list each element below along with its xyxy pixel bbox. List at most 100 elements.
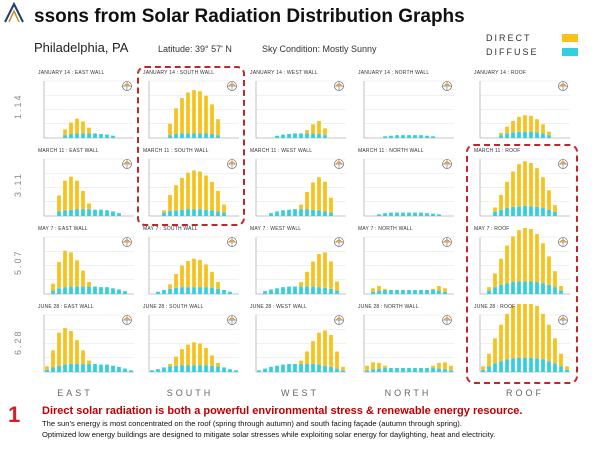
roof-highlight	[466, 144, 578, 384]
direct-bar	[499, 258, 503, 285]
diffuse-bar	[317, 364, 321, 372]
direct-bar	[168, 123, 172, 136]
diffuse-bar	[216, 366, 220, 372]
direct-bar	[75, 340, 79, 365]
diffuse-bar	[511, 132, 515, 138]
diffuse-bar	[204, 133, 208, 138]
direct-bar	[305, 351, 309, 365]
diffuse-bar	[99, 209, 103, 216]
direct-bar	[511, 171, 515, 207]
direct-bar	[535, 119, 539, 133]
diffuse-bar	[517, 281, 521, 294]
direct-bar	[443, 288, 447, 292]
panel-title: MAY 7 : EAST WALL	[38, 226, 88, 232]
diffuse-bar	[87, 286, 91, 294]
diffuse-bar	[299, 364, 303, 372]
sun-compass-icon	[442, 81, 452, 91]
panel-title: MARCH 11 : EAST WALL	[38, 148, 99, 154]
diffuse-bar	[269, 289, 273, 294]
diffuse-bar	[87, 364, 91, 372]
diffuse-bar	[389, 135, 393, 138]
direct-bar	[69, 330, 73, 365]
diffuse-bar	[371, 291, 375, 294]
direct-bar	[505, 313, 509, 360]
direct-bar	[299, 360, 303, 365]
direct-bar	[299, 204, 303, 210]
diffuse-bar	[234, 370, 238, 372]
diffuse-bar	[81, 133, 85, 138]
direct-bar	[449, 365, 453, 371]
diffuse-bar	[329, 366, 333, 372]
diffuse-bar	[323, 211, 327, 216]
diffuse-bar	[162, 367, 166, 372]
diffuse-bar	[481, 369, 485, 372]
direct-bar	[311, 341, 315, 365]
direct-bar	[547, 190, 551, 210]
direct-bar	[186, 260, 190, 288]
sun-compass-icon	[122, 315, 132, 325]
sun-compass-icon	[558, 315, 568, 325]
diffuse-bar	[535, 358, 539, 372]
row-label-may: 5.07	[13, 249, 23, 275]
diffuse-bar	[293, 364, 297, 372]
direct-bar	[162, 210, 166, 213]
diffuse-bar	[305, 364, 309, 372]
diffuse-bar	[517, 357, 521, 372]
direct-bar	[168, 194, 172, 211]
diffuse-bar	[559, 366, 563, 372]
diffuse-bar	[87, 209, 91, 216]
diffuse-bar	[93, 364, 97, 372]
direct-bar	[323, 128, 327, 136]
sun-compass-icon	[334, 81, 344, 91]
direct-bar	[75, 260, 79, 287]
direct-bar	[517, 116, 521, 132]
legend-diffuse-swatch	[562, 48, 578, 56]
chart-panel: MARCH 11 : WEST WALL	[248, 148, 350, 224]
direct-bar	[377, 286, 381, 291]
diffuse-bar	[505, 283, 509, 294]
diffuse-bar	[287, 286, 291, 294]
direct-bar	[565, 366, 569, 370]
diffuse-bar	[210, 365, 214, 372]
diffuse-bar	[401, 290, 405, 294]
direct-bar	[329, 261, 333, 289]
diffuse-bar	[335, 290, 339, 294]
diffuse-bar	[493, 287, 497, 294]
diffuse-bar	[204, 365, 208, 372]
direct-bar	[87, 360, 91, 365]
axis	[43, 315, 134, 373]
direct-bar	[535, 168, 539, 207]
diffuse-bar	[210, 210, 214, 216]
direct-bar	[499, 194, 503, 210]
direct-bar	[45, 366, 49, 370]
diffuse-bar	[335, 368, 339, 372]
diffuse-bar	[111, 135, 115, 138]
diffuse-bar	[287, 134, 291, 138]
diffuse-bar	[275, 135, 279, 138]
panel-title: JUNE 28 : ROOF	[474, 304, 516, 310]
diffuse-bar	[523, 281, 527, 294]
axis	[479, 159, 570, 217]
panel-title: MAY 7 : WEST WALL	[250, 226, 302, 232]
direct-bar	[180, 265, 184, 288]
diffuse-bar	[293, 286, 297, 294]
diffuse-bar	[377, 290, 381, 294]
diffuse-bar	[204, 287, 208, 294]
diffuse-bar	[383, 290, 387, 294]
sun-compass-icon	[227, 159, 237, 169]
diffuse-bar	[305, 286, 309, 294]
chart-panel: MAY 7 : ROOF	[472, 226, 574, 302]
diffuse-bar	[51, 290, 55, 294]
direct-bar	[57, 262, 61, 289]
chart-panel: MARCH 11 : ROOF	[472, 148, 574, 224]
direct-bar	[529, 229, 533, 282]
diffuse-bar	[559, 290, 563, 294]
direct-bar	[371, 288, 375, 292]
diffuse-bar	[281, 287, 285, 294]
column-label-east: EAST	[57, 388, 93, 398]
diffuse-bar	[287, 364, 291, 372]
sun-compass-icon	[334, 159, 344, 169]
diffuse-bar	[389, 368, 393, 372]
axis	[255, 81, 346, 139]
direct-bar	[517, 164, 521, 207]
